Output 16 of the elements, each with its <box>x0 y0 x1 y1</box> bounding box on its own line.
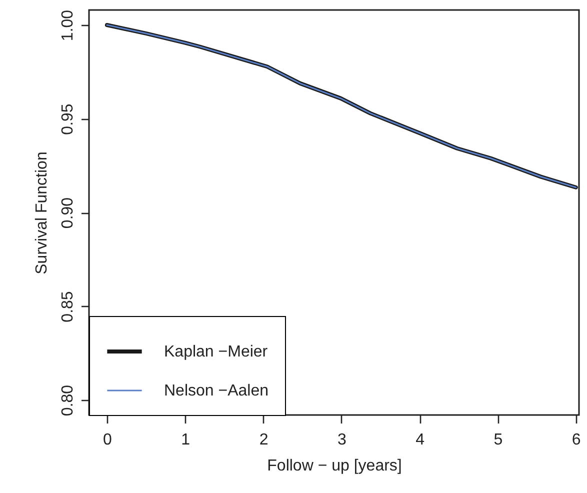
x-tick-label: 1 <box>181 432 190 448</box>
y-tick-label: 0.95 <box>60 104 76 135</box>
x-tick-label: 6 <box>572 432 581 448</box>
x-tick-label: 5 <box>494 432 503 448</box>
x-tick-label: 3 <box>337 432 346 448</box>
y-tick-label: 0.90 <box>60 197 76 229</box>
y-tick-label: 1.00 <box>60 10 76 42</box>
x-tick-label: 4 <box>416 432 425 448</box>
y-tick-label: 0.85 <box>60 291 76 322</box>
legend-label: Kaplan −Meier <box>164 344 268 360</box>
x-axis-title: Follow − up [years] <box>267 458 402 474</box>
y-tick-label: 0.80 <box>60 384 76 416</box>
x-tick-label: 2 <box>259 432 268 448</box>
y-axis-title: Survival Function <box>34 152 50 274</box>
x-tick-label: 0 <box>103 432 112 448</box>
legend-label: Nelson −Aalen <box>164 382 269 400</box>
